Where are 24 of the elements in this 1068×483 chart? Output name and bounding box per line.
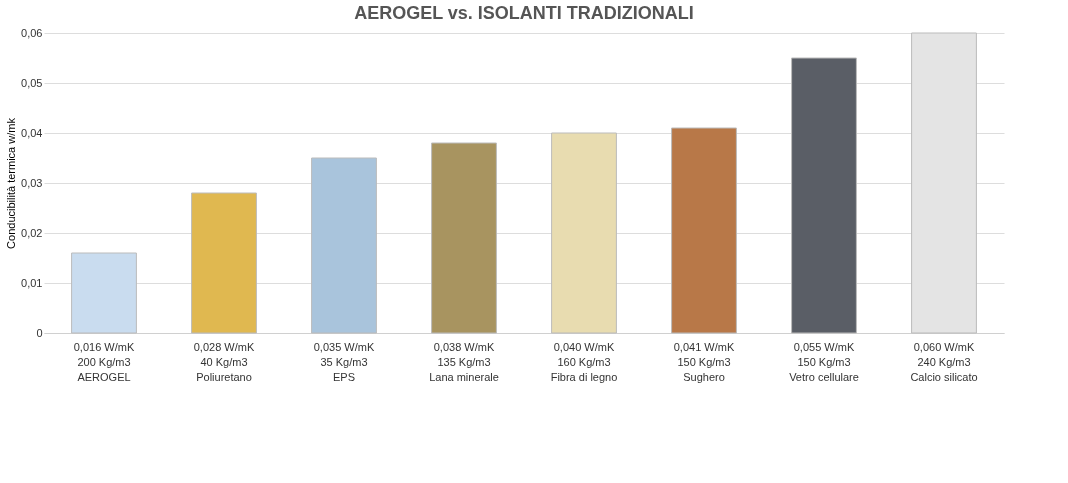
bar bbox=[431, 142, 497, 334]
bar bbox=[71, 252, 137, 334]
y-tick-label: 0,02 bbox=[21, 226, 43, 239]
y-tick-label: 0,01 bbox=[21, 276, 43, 289]
x-tick-label: 0,038 W/mK 135 Kg/m3 Lana minerale bbox=[429, 340, 499, 383]
bar bbox=[791, 57, 857, 334]
y-axis-title: Conducibilità termica w/mk bbox=[5, 117, 18, 249]
bar bbox=[311, 157, 377, 334]
y-tick-label: 0 bbox=[36, 326, 43, 339]
x-tick-label: 0,016 W/mK 200 Kg/m3 AEROGEL bbox=[73, 340, 135, 383]
x-tick-label: 0,060 W/mK 240 Kg/m3 Calcio silicato bbox=[910, 340, 978, 383]
x-tick-label: 0,055 W/mK 150 Kg/m3 Vetro cellulare bbox=[789, 340, 859, 383]
y-tick-label: 0,03 bbox=[21, 176, 43, 189]
y-tick-label: 0,05 bbox=[21, 76, 43, 89]
chart-title: AEROGEL vs. ISOLANTI TRADIZIONALI bbox=[354, 3, 694, 23]
y-tick-label: 0,04 bbox=[21, 126, 43, 139]
y-tick-label: 0,06 bbox=[21, 26, 43, 39]
x-tick-label: 0,041 W/mK 150 Kg/m3 Sughero bbox=[673, 340, 735, 383]
bar bbox=[551, 132, 617, 334]
x-tick-label: 0,040 W/mK 160 Kg/m3 Fibra di legno bbox=[550, 340, 618, 383]
x-tick-label: 0,028 W/mK 40 Kg/m3 Poliuretano bbox=[193, 340, 255, 383]
bar bbox=[191, 192, 257, 334]
x-tick-label: 0,035 W/mK 35 Kg/m3 EPS bbox=[313, 340, 375, 383]
bar bbox=[671, 127, 737, 334]
